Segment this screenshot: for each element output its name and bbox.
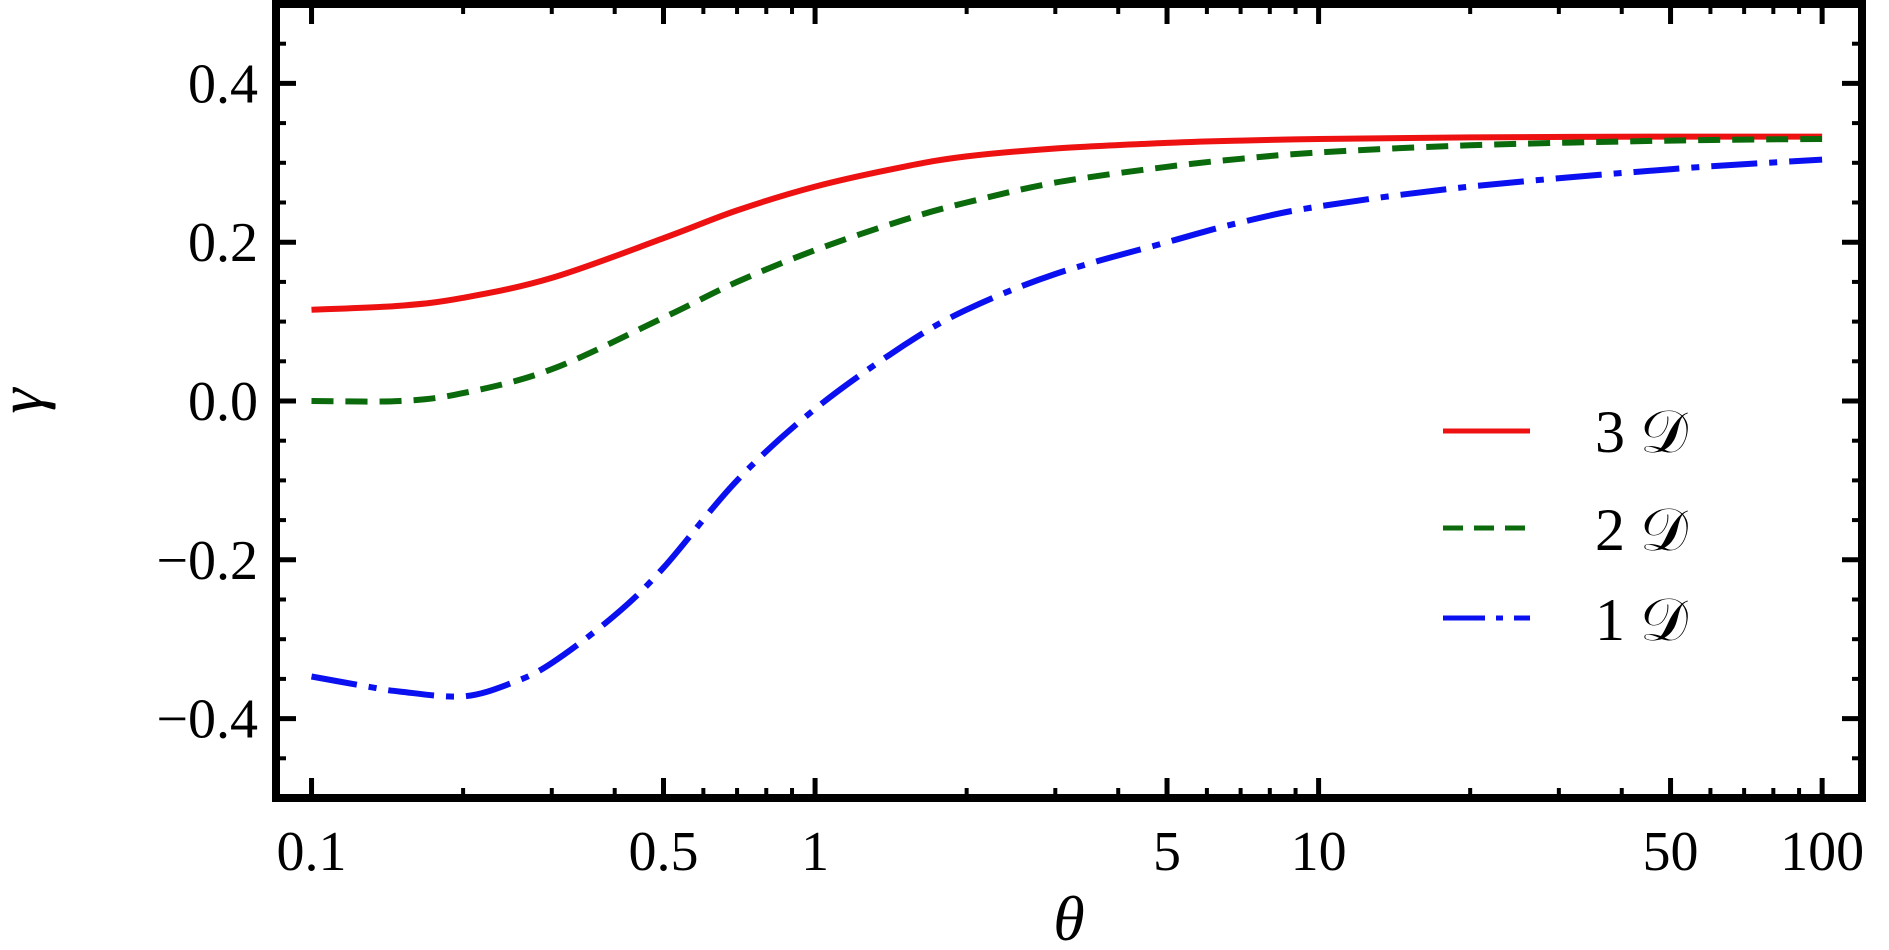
y-axis-label: γ	[0, 387, 56, 414]
series-line-3d	[311, 133, 1823, 313]
x-tick-label: 100	[1780, 821, 1864, 883]
x-tick-label: 5	[1153, 821, 1181, 883]
legend-entry-2d: 2 𝒟	[1443, 497, 1688, 563]
y-tick-label: 0.0	[188, 371, 258, 433]
legend: 3 𝒟 2 𝒟 1 𝒟	[1443, 399, 1688, 653]
tick-labels: 0.1 0.5 1 5 10 50 100 0.4 0.2 0.0 −0.2 −0.4	[156, 53, 1864, 883]
x-tick-label: 0.1	[277, 821, 347, 883]
x-tick-label: 1	[801, 821, 829, 883]
y-tick-label: −0.4	[156, 689, 258, 751]
x-tick-label: 10	[1291, 821, 1347, 883]
x-tick-label: 0.5	[628, 821, 698, 883]
series-line-2d	[311, 136, 1823, 405]
x-axis-label: θ	[1053, 883, 1084, 950]
legend-label-3d: 3 𝒟	[1595, 399, 1688, 465]
series-line-1d	[310, 156, 1823, 700]
legend-entry-1d: 1 𝒟	[1443, 587, 1688, 653]
y-tick-label: 0.2	[188, 212, 258, 274]
series-lines	[310, 133, 1823, 700]
y-tick-label: 0.4	[188, 53, 258, 115]
legend-label-1d: 1 𝒟	[1595, 587, 1688, 653]
legend-entry-3d: 3 𝒟	[1443, 399, 1688, 465]
legend-label-2d: 2 𝒟	[1595, 497, 1688, 563]
y-tick-label: −0.2	[156, 530, 258, 592]
x-tick-label: 50	[1643, 821, 1699, 883]
plot-frame	[272, 0, 1866, 802]
